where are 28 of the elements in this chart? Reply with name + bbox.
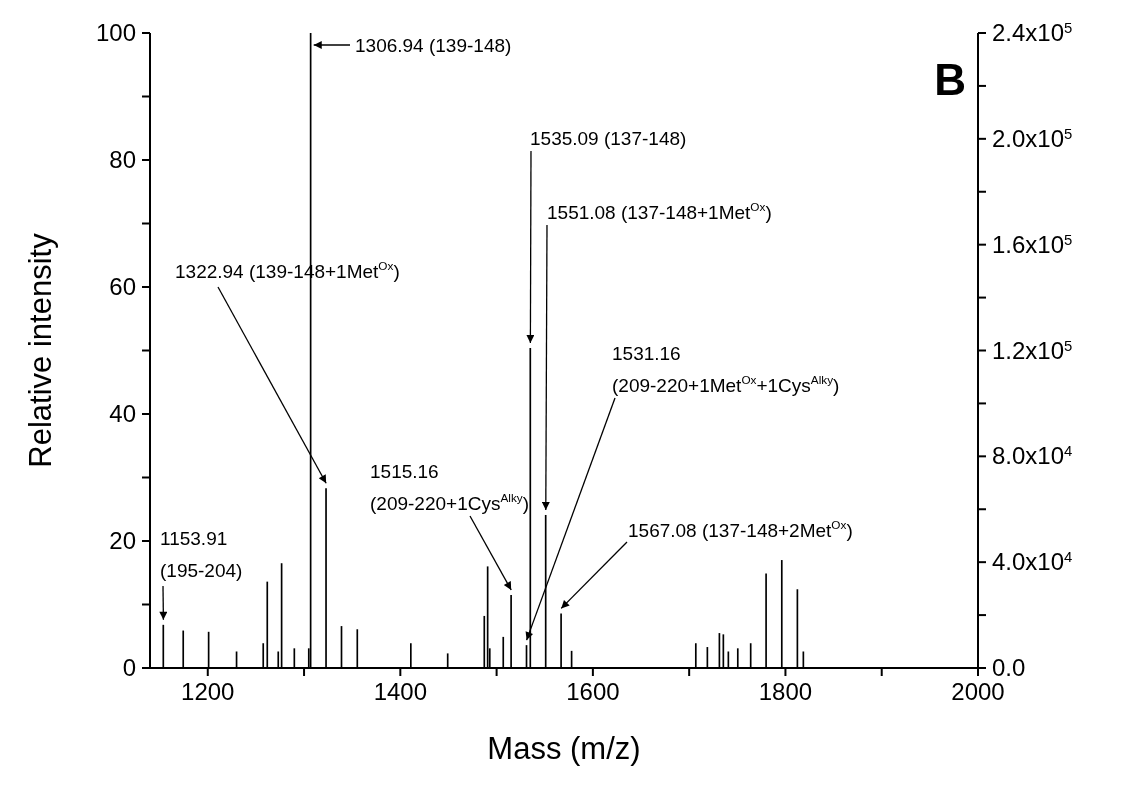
y2-tick-label: 4.0x10$^{4}$: [992, 548, 1073, 576]
annotation: 1153.91 (195-204): [160, 528, 243, 582]
y2-tick-label: 1.2x10$^{5}$: [992, 336, 1073, 364]
x-tick-label: 1200: [181, 678, 235, 705]
annotation: 1567.08 (137-148+2Met$^{Ox}$): [628, 517, 853, 542]
y-tick-label: 0: [122, 654, 136, 681]
y2-tick-label: 0.0: [992, 654, 1026, 681]
y-tick-label: 80: [109, 146, 136, 173]
x-tick-label: 1600: [566, 678, 620, 705]
y-tick-label: 40: [109, 400, 136, 427]
annotation: 1535.09 (137-148): [530, 128, 687, 150]
y2-tick-label: 2.4x10$^{5}$: [992, 19, 1073, 46]
annotation: 1306.94 (139-148): [355, 35, 512, 57]
x-axis-title: Mass (m/z): [487, 731, 641, 766]
annotation: 1515.16 (209-220+1Cys$^{Alky}$): [370, 461, 530, 515]
y2-tick-label: 8.0x10$^{4}$: [992, 442, 1073, 470]
x-tick-label: 1800: [758, 678, 813, 705]
y-tick-label: 60: [109, 273, 136, 300]
y-axis-title: Relative intensity: [23, 232, 59, 468]
annotation: B: [934, 55, 966, 104]
y2-tick-label: 2.0x10$^{5}$: [992, 124, 1073, 152]
annotation: 1551.08 (137-148+1Met$^{Ox}$): [547, 199, 772, 224]
y-tick-label: 100: [95, 19, 136, 46]
x-tick-label: 2000: [951, 678, 1005, 705]
y2-tick-label: 1.6x10$^{5}$: [992, 230, 1073, 258]
annotation: 1531.16 (209-220+1Met$^{Ox}$+1Cys$^{Alky}$): [612, 343, 840, 397]
x-tick-label: 1400: [373, 678, 428, 705]
y-tick-label: 20: [109, 527, 136, 554]
